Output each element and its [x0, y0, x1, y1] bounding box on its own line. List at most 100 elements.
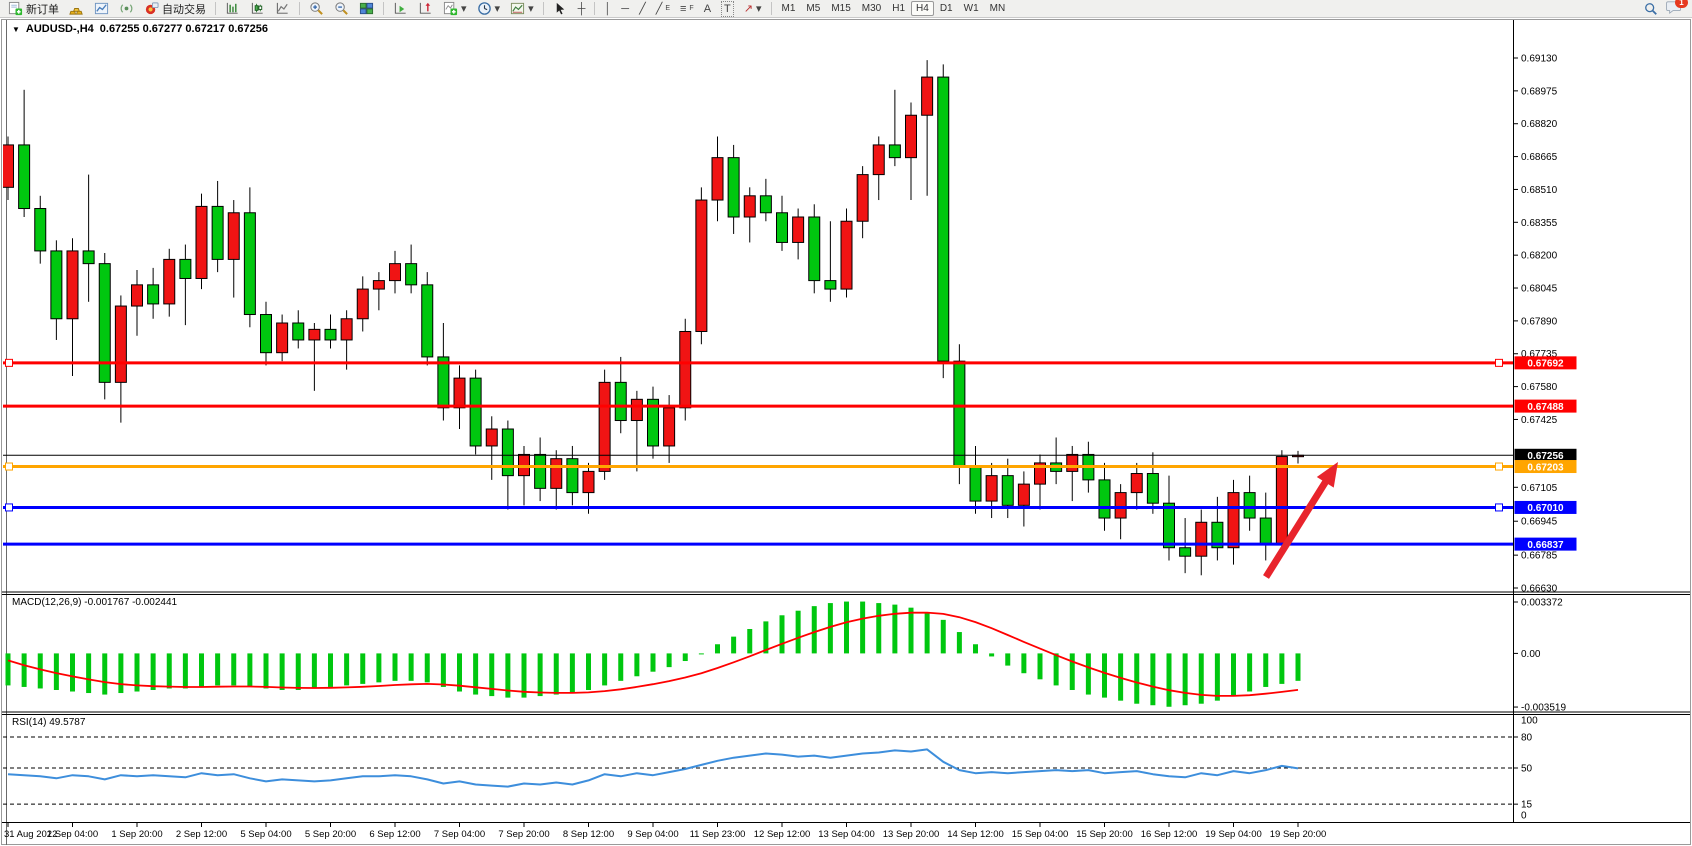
axis-tick-label: 100 [1521, 716, 1538, 727]
macd-histogram-bar [505, 653, 511, 698]
candle-body [953, 360, 966, 468]
line-handle[interactable] [5, 358, 13, 367]
line-handle[interactable] [5, 503, 13, 512]
candle-body [695, 199, 708, 332]
zoom-in-button[interactable] [305, 0, 328, 18]
macd-histogram-bar [731, 636, 737, 654]
timeframe-button-m5[interactable]: M5 [806, 3, 821, 14]
macd-histogram-bar [489, 653, 495, 697]
candle-body [405, 263, 418, 286]
timeframe-button-m15[interactable]: M15 [831, 3, 851, 14]
candle-body [1066, 453, 1079, 472]
line-handle[interactable] [1495, 462, 1503, 471]
axis-tick-label: 0.68355 [1521, 218, 1558, 229]
dropdown-caret-icon: ▾ [494, 2, 501, 15]
timeframe-button-w1[interactable]: W1 [963, 3, 979, 14]
arrows-tool-button[interactable]: ↗ ▾ [740, 0, 766, 18]
line-handle[interactable] [1495, 503, 1503, 512]
candle-body [18, 144, 31, 210]
candle-body [1227, 492, 1240, 549]
periods-button[interactable]: ▾ [473, 0, 505, 18]
price-tag [1514, 460, 1577, 474]
price-tag [1514, 448, 1577, 462]
market-watch-button[interactable] [90, 0, 113, 18]
timeframe-toolbar: M1 M5 M15 M30 H1 H4 D1 W1 MN [777, 1, 1011, 16]
chart-shift-button[interactable] [414, 0, 437, 18]
macd-histogram-bar [392, 653, 398, 681]
equidistant-channel-tool-button[interactable]: ╱ E [652, 0, 674, 18]
candle-body [969, 466, 982, 502]
price-tag-label: 0.67010 [1527, 503, 1564, 514]
macd-histogram-bar [1085, 653, 1091, 695]
candlestick-chart-icon [251, 2, 263, 14]
zoom-out-button[interactable] [330, 0, 353, 18]
candle-body [114, 305, 127, 383]
price-tag-label: 0.67692 [1527, 359, 1564, 370]
search-icon[interactable] [1644, 2, 1658, 16]
time-axis-label: 12 Sep 12:00 [754, 829, 811, 840]
quotes-button[interactable] [65, 0, 88, 18]
timeframe-button-h1[interactable]: H1 [892, 3, 906, 14]
fibonacci-tool-button[interactable]: ≡ F [676, 0, 698, 18]
axis-tick-label: 0.68820 [1521, 119, 1558, 130]
macd-histogram-bar [424, 653, 430, 683]
timeframe-button-m1[interactable]: M1 [781, 3, 796, 14]
candle-body [195, 205, 208, 279]
time-axis-label: 7 Sep 04:00 [434, 829, 485, 840]
macd-histogram-bar [1182, 653, 1188, 706]
candlestick-chart-type-button[interactable] [246, 0, 269, 18]
new-order-button[interactable]: 新订单 [4, 0, 63, 18]
zoom-in-icon [310, 2, 323, 15]
axis-tick-label: 0.67735 [1521, 349, 1558, 360]
auto-scroll-button[interactable] [389, 0, 412, 18]
trend-arrow-head[interactable] [1316, 462, 1338, 488]
timeframe-button-h4[interactable]: H4 [911, 1, 934, 16]
time-axis-label: 11 Sep 23:00 [690, 829, 746, 840]
data-center-button[interactable] [115, 0, 138, 18]
macd-histogram-bar [457, 653, 462, 692]
bar-chart-type-button[interactable] [221, 0, 244, 18]
line-handle[interactable] [1495, 358, 1503, 367]
candle-body [372, 280, 385, 290]
line-chart-type-button[interactable] [271, 0, 294, 18]
notifications-button[interactable]: 1 [1666, 0, 1688, 17]
timeframe-button-mn[interactable]: MN [989, 3, 1006, 14]
horizontal-line-tool-button[interactable]: ─ [617, 0, 633, 18]
chart-window-border [1, 19, 1691, 845]
main-price-pane [3, 60, 1304, 576]
vertical-line-tool-button[interactable]: │ [600, 0, 615, 18]
candle-body [1001, 475, 1014, 506]
macd-histogram-bar [134, 653, 140, 692]
axis-tick-label: 0.66945 [1521, 517, 1558, 528]
candle-body [985, 475, 998, 502]
cursor-tool-button[interactable] [549, 0, 572, 18]
macd-histogram-bar [199, 653, 204, 687]
fibonacci-letter: F [689, 5, 694, 12]
indicators-button[interactable]: ▾ [439, 0, 471, 18]
autotrade-button[interactable]: 自动交易 [140, 0, 210, 18]
timeframe-button-d1[interactable]: D1 [939, 3, 953, 14]
templates-button[interactable]: ▾ [506, 0, 538, 18]
text-tool-button[interactable]: A [700, 0, 715, 18]
symbol-dropdown-icon[interactable]: ▼ [12, 24, 20, 34]
trendline-icon: ╱ [639, 2, 646, 15]
trend-arrow-shaft[interactable] [1263, 477, 1331, 579]
macd-histogram-bar [231, 653, 237, 686]
timeframe-button-m30[interactable]: M30 [861, 3, 882, 14]
axis-tick-label: 80 [1521, 733, 1533, 744]
text-label-tool-button[interactable]: T [717, 0, 738, 18]
trendline-tool-button[interactable]: ╱ [635, 0, 650, 18]
crosshair-icon: ┼ [577, 2, 586, 15]
candle-body [1243, 492, 1256, 519]
line-handle[interactable] [5, 462, 13, 471]
macd-histogram-bar [860, 601, 866, 654]
candle-body [872, 144, 885, 176]
macd-histogram-bar [1021, 653, 1027, 674]
market-watch-icon [94, 2, 109, 15]
dropdown-caret-icon: ▾ [528, 2, 534, 15]
time-axis-label: 2 Sep 12:00 [176, 829, 227, 840]
tile-windows-button[interactable] [355, 0, 378, 18]
crosshair-tool-button[interactable]: ┼ [574, 0, 590, 18]
macd-histogram-bar [1295, 653, 1301, 681]
